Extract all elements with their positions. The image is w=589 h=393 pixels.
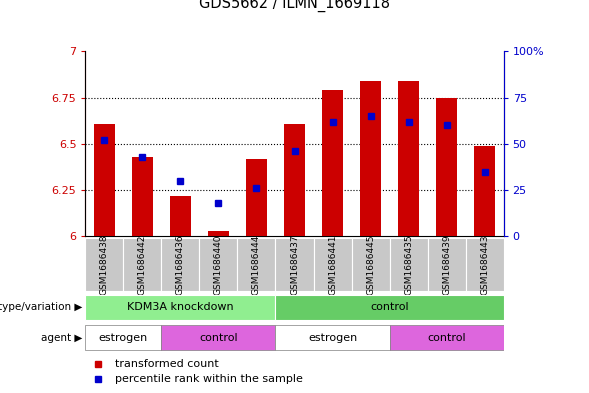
Bar: [398, 81, 419, 236]
Bar: [389, 325, 504, 350]
Text: genotype/variation ▶: genotype/variation ▶: [0, 302, 82, 312]
Text: GSM1686439: GSM1686439: [442, 234, 451, 295]
Text: GSM1686443: GSM1686443: [480, 235, 489, 295]
Text: GSM1686438: GSM1686438: [100, 234, 109, 295]
Bar: [85, 325, 161, 350]
Text: estrogen: estrogen: [99, 332, 148, 343]
Text: control: control: [370, 302, 409, 312]
Bar: [389, 238, 428, 291]
Bar: [85, 238, 124, 291]
Text: GSM1686442: GSM1686442: [138, 235, 147, 295]
Bar: [161, 238, 200, 291]
Bar: [132, 157, 153, 236]
Bar: [94, 123, 115, 236]
Text: GSM1686444: GSM1686444: [252, 235, 261, 295]
Bar: [360, 81, 381, 236]
Bar: [352, 238, 389, 291]
Bar: [313, 238, 352, 291]
Bar: [85, 295, 276, 320]
Bar: [474, 146, 495, 236]
Text: GSM1686436: GSM1686436: [176, 234, 185, 295]
Bar: [465, 238, 504, 291]
Text: GSM1686441: GSM1686441: [328, 235, 337, 295]
Bar: [237, 238, 276, 291]
Bar: [246, 159, 267, 236]
Bar: [161, 325, 276, 350]
Bar: [170, 196, 191, 236]
Text: agent ▶: agent ▶: [41, 332, 82, 343]
Text: estrogen: estrogen: [308, 332, 357, 343]
Text: KDM3A knockdown: KDM3A knockdown: [127, 302, 234, 312]
Bar: [276, 325, 389, 350]
Bar: [200, 238, 237, 291]
Text: transformed count: transformed count: [115, 358, 219, 369]
Text: GSM1686440: GSM1686440: [214, 235, 223, 295]
Text: GSM1686437: GSM1686437: [290, 234, 299, 295]
Text: GSM1686435: GSM1686435: [404, 234, 413, 295]
Bar: [428, 238, 465, 291]
Bar: [276, 295, 504, 320]
Bar: [276, 238, 313, 291]
Bar: [124, 238, 161, 291]
Text: control: control: [427, 332, 466, 343]
Bar: [436, 97, 457, 236]
Bar: [284, 123, 305, 236]
Text: percentile rank within the sample: percentile rank within the sample: [115, 374, 303, 384]
Bar: [322, 90, 343, 236]
Text: control: control: [199, 332, 238, 343]
Bar: [208, 231, 229, 236]
Text: GDS5662 / ILMN_1669118: GDS5662 / ILMN_1669118: [199, 0, 390, 12]
Text: GSM1686445: GSM1686445: [366, 235, 375, 295]
